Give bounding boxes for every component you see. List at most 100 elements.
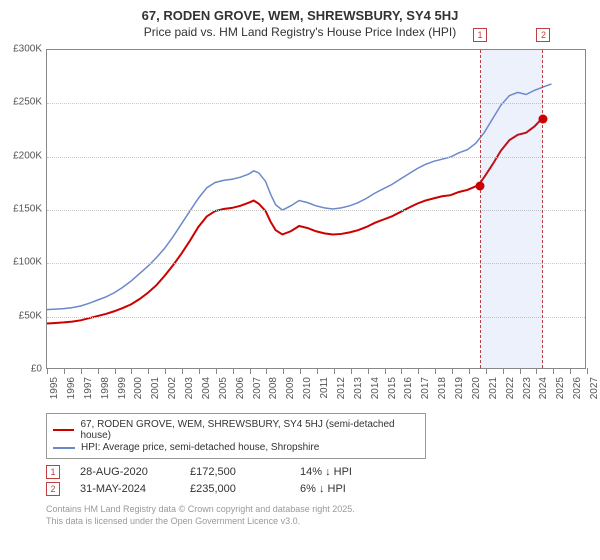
chart-subtitle: Price paid vs. HM Land Registry's House … <box>0 25 600 39</box>
x-axis-label: 2025 <box>555 377 566 399</box>
x-axis-label: 1999 <box>117 377 128 399</box>
marker-flag: 2 <box>536 28 550 42</box>
y-axis-label: £50K <box>0 310 42 321</box>
legend: 67, RODEN GROVE, WEM, SHREWSBURY, SY4 5H… <box>46 413 426 459</box>
legend-swatch <box>53 447 75 449</box>
series-line-hpi <box>47 84 551 310</box>
x-tick <box>520 368 521 374</box>
y-axis-label: £150K <box>0 204 42 215</box>
x-tick <box>385 368 386 374</box>
x-tick <box>64 368 65 374</box>
x-axis-label: 1998 <box>100 377 111 399</box>
x-axis-label: 2013 <box>353 377 364 399</box>
y-axis-label: £200K <box>0 150 42 161</box>
x-axis-label: 2024 <box>538 377 549 399</box>
x-axis-label: 2017 <box>420 377 431 399</box>
marker-row-hpi: 6% ↓ HPI <box>300 483 390 495</box>
plot-region: 12 <box>46 49 586 369</box>
x-axis-label: 2000 <box>133 377 144 399</box>
x-tick <box>283 368 284 374</box>
x-axis-label: 2001 <box>150 377 161 399</box>
y-axis-label: £300K <box>0 44 42 55</box>
x-axis-label: 1996 <box>66 377 77 399</box>
x-axis-label: 2005 <box>218 377 229 399</box>
legend-swatch <box>53 429 74 431</box>
footnote-line: This data is licensed under the Open Gov… <box>46 516 600 528</box>
x-tick <box>266 368 267 374</box>
x-axis-label: 2019 <box>454 377 465 399</box>
y-axis-label: £0 <box>0 364 42 375</box>
x-tick <box>300 368 301 374</box>
marker-row-date: 28-AUG-2020 <box>80 466 170 478</box>
x-axis-label: 2006 <box>235 377 246 399</box>
x-tick <box>148 368 149 374</box>
x-axis-label: 2018 <box>437 377 448 399</box>
x-tick <box>587 368 588 374</box>
x-tick <box>317 368 318 374</box>
x-axis-label: 2023 <box>522 377 533 399</box>
x-axis-label: 2012 <box>336 377 347 399</box>
marker-row-flag: 1 <box>46 465 60 479</box>
x-axis-label: 2009 <box>285 377 296 399</box>
x-tick <box>115 368 116 374</box>
x-tick <box>233 368 234 374</box>
chart-area: 12 £0 £50K £100K £150K £200K £250K £300K 1995 19… <box>0 41 600 411</box>
x-tick <box>553 368 554 374</box>
x-axis-label: 2020 <box>471 377 482 399</box>
x-axis-label: 2008 <box>268 377 279 399</box>
marker-dot <box>476 182 485 191</box>
chart-title: 67, RODEN GROVE, WEM, SHREWSBURY, SY4 5H… <box>0 8 600 23</box>
marker-dot <box>539 115 548 124</box>
x-axis-label: 2003 <box>184 377 195 399</box>
x-axis-label: 2007 <box>252 377 263 399</box>
x-tick <box>81 368 82 374</box>
marker-row-price: £235,000 <box>190 483 280 495</box>
x-tick <box>503 368 504 374</box>
x-tick <box>131 368 132 374</box>
y-axis-label: £100K <box>0 257 42 268</box>
marker-band <box>480 50 543 368</box>
x-tick <box>418 368 419 374</box>
x-axis-label: 1997 <box>83 377 94 399</box>
marker-row-date: 31-MAY-2024 <box>80 483 170 495</box>
x-tick <box>165 368 166 374</box>
marker-row: 1 28-AUG-2020 £172,500 14% ↓ HPI <box>46 465 600 479</box>
legend-label: HPI: Average price, semi-detached house,… <box>81 442 319 453</box>
x-tick <box>368 368 369 374</box>
x-tick <box>216 368 217 374</box>
x-tick <box>182 368 183 374</box>
x-tick <box>536 368 537 374</box>
x-axis-label: 2026 <box>572 377 583 399</box>
x-tick <box>334 368 335 374</box>
x-tick <box>486 368 487 374</box>
x-axis-label: 2016 <box>403 377 414 399</box>
marker-row-flag: 2 <box>46 482 60 496</box>
x-axis-label: 2027 <box>589 377 600 399</box>
x-axis-label: 2015 <box>387 377 398 399</box>
marker-flag: 1 <box>473 28 487 42</box>
x-tick <box>351 368 352 374</box>
marker-table: 1 28-AUG-2020 £172,500 14% ↓ HPI 2 31-MAY-202… <box>46 465 600 496</box>
x-tick <box>199 368 200 374</box>
x-axis-label: 2014 <box>370 377 381 399</box>
x-tick <box>435 368 436 374</box>
x-axis-label: 2011 <box>319 377 330 399</box>
x-axis-label: 2004 <box>201 377 212 399</box>
marker-row-price: £172,500 <box>190 466 280 478</box>
x-tick <box>401 368 402 374</box>
footnote: Contains HM Land Registry data © Crown c… <box>46 504 600 527</box>
x-axis-label: 2002 <box>167 377 178 399</box>
x-tick <box>452 368 453 374</box>
x-axis-label: 1995 <box>49 377 60 399</box>
legend-item: 67, RODEN GROVE, WEM, SHREWSBURY, SY4 5H… <box>53 419 419 441</box>
marker-row-hpi: 14% ↓ HPI <box>300 466 390 478</box>
marker-row: 2 31-MAY-2024 £235,000 6% ↓ HPI <box>46 482 600 496</box>
y-axis-label: £250K <box>0 97 42 108</box>
x-tick <box>570 368 571 374</box>
x-axis-label: 2021 <box>488 377 499 399</box>
x-tick <box>47 368 48 374</box>
x-axis-label: 2022 <box>505 377 516 399</box>
legend-item: HPI: Average price, semi-detached house,… <box>53 442 419 453</box>
x-tick <box>250 368 251 374</box>
legend-label: 67, RODEN GROVE, WEM, SHREWSBURY, SY4 5H… <box>80 419 419 441</box>
